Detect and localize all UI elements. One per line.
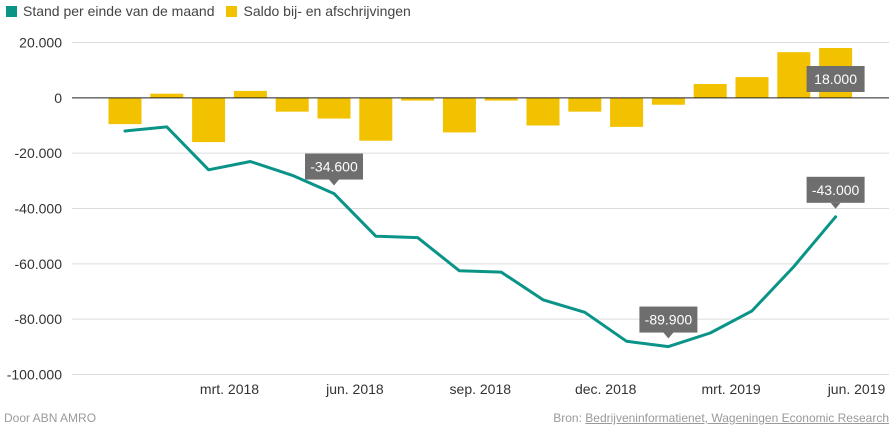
callout: -34.600 <box>305 153 363 186</box>
x-tick-label: dec. 2018 <box>575 381 637 397</box>
bar <box>777 52 811 98</box>
y-tick-label: -40.000 <box>15 201 63 217</box>
footer-source-link[interactable]: Bedrijveninformatienet, Wageningen Econo… <box>585 411 889 425</box>
bar <box>568 97 602 112</box>
bar <box>735 77 769 98</box>
callout-box <box>806 176 865 203</box>
series-line <box>123 125 838 349</box>
bar <box>233 90 267 98</box>
callout-pointer <box>329 179 339 186</box>
bar <box>526 97 560 126</box>
footer-credit: Door ABN AMRO <box>4 411 97 425</box>
bar <box>192 97 226 143</box>
x-tick-label: mrt. 2018 <box>200 381 259 397</box>
legend: Stand per einde van de maand Saldo bij- … <box>6 3 423 19</box>
chart: 20.000 0 -20.000 -40.000 -60.000 -80.000 -100.… <box>7 35 889 397</box>
bar <box>275 97 309 112</box>
bar <box>359 97 393 141</box>
callout-box <box>806 66 865 92</box>
callout-box <box>639 306 698 333</box>
y-tick-label: -100.000 <box>7 367 62 383</box>
x-tick-label: jun. 2019 <box>827 381 886 397</box>
legend-swatch-line <box>6 5 17 17</box>
bar <box>108 97 142 125</box>
bar <box>317 97 351 119</box>
bar <box>442 97 476 133</box>
callout: 18.000 <box>806 66 865 92</box>
x-tick-label: jun. 2018 <box>325 381 384 397</box>
bar <box>651 97 685 105</box>
y-tick-label: 20.000 <box>19 35 62 51</box>
legend-item-bar[interactable]: Saldo bij- en afschrijvingen <box>226 3 411 19</box>
bar <box>693 84 727 98</box>
x-tick-label: sep. 2018 <box>450 381 512 397</box>
legend-label-bar: Saldo bij- en afschrijvingen <box>243 3 411 19</box>
callout-pointer <box>830 202 841 209</box>
callout: -43.000 <box>806 176 865 209</box>
bar <box>610 97 644 127</box>
footer-source-prefix: Bron: <box>553 411 582 425</box>
callout-pointer <box>663 332 674 339</box>
footer-source: Bron: Bedrijveninformatienet, Wageningen… <box>553 411 889 425</box>
x-tick-label: mrt. 2019 <box>702 381 761 397</box>
callout-label: -89.900 <box>645 312 693 328</box>
callout-label: 18.000 <box>814 71 857 87</box>
callout: -89.900 <box>639 306 698 339</box>
y-tick-label: -80.000 <box>15 311 63 327</box>
legend-label-line: Stand per einde van de maand <box>23 3 215 19</box>
y-tick-label: -60.000 <box>15 256 63 272</box>
y-tick-label: -20.000 <box>15 145 63 161</box>
callout-box <box>305 153 363 180</box>
legend-item-line[interactable]: Stand per einde van de maand <box>6 3 214 19</box>
bar <box>401 97 435 101</box>
callout-label: -43.000 <box>812 182 860 198</box>
y-tick-label: 0 <box>54 90 62 106</box>
legend-swatch-bar <box>226 5 238 17</box>
bar <box>150 93 184 98</box>
callout-label: -34.600 <box>310 159 358 175</box>
bar <box>484 97 518 101</box>
